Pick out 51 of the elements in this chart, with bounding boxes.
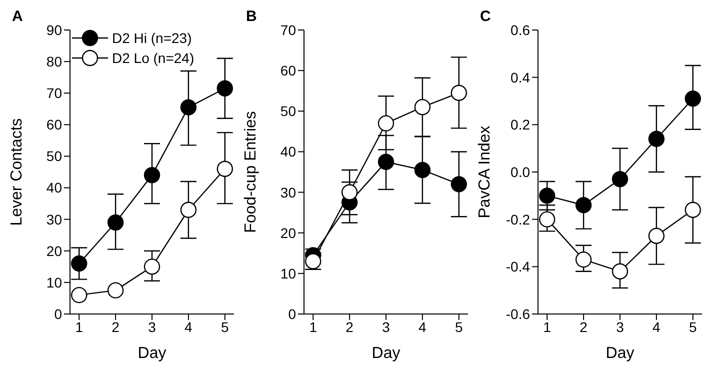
x-tick-label: 2 <box>112 318 120 335</box>
y-tick-label: 80 <box>46 54 62 70</box>
x-tick-label: 1 <box>75 318 84 335</box>
y-tick-label: 20 <box>46 242 62 259</box>
x-tick-label: 3 <box>616 318 624 335</box>
chart-title: B <box>246 8 257 25</box>
y-tick-label: -0.2 <box>506 211 530 228</box>
x-axis-title: Day <box>372 345 400 362</box>
y-tick-label: 0 <box>54 306 62 322</box>
chart-title: A <box>12 8 23 25</box>
x-tick-label: 1 <box>309 318 318 335</box>
y-tick-label: 70 <box>280 22 296 38</box>
y-tick-label: 50 <box>46 148 62 164</box>
y-axis-title: Lever Contacts <box>8 118 26 226</box>
y-tick-label: 0 <box>288 306 296 322</box>
y-tick-label: 40 <box>280 144 296 160</box>
x-tick-label: 5 <box>688 318 697 335</box>
y-tick-label: 0.4 <box>510 69 530 86</box>
x-tick-label: 2 <box>346 318 354 335</box>
y-tick-label: 40 <box>46 180 62 196</box>
x-axis-title: Day <box>606 345 634 362</box>
x-tick-label: 3 <box>382 318 390 335</box>
x-tick-label: 5 <box>220 318 229 335</box>
y-axis-title: Food-cup Entries <box>242 111 260 233</box>
x-tick-label: 2 <box>580 318 588 335</box>
y-tick-label: 0.6 <box>510 22 530 38</box>
y-axis-title: PavCA Index <box>476 126 494 218</box>
x-tick-label: 4 <box>184 318 193 335</box>
x-tick-label: 4 <box>652 318 661 335</box>
y-tick-label: 90 <box>46 22 62 38</box>
x-tick-label: 5 <box>454 318 463 335</box>
y-tick-label: 30 <box>46 211 62 228</box>
y-tick-label: 50 <box>280 103 296 120</box>
y-tick-label: -0.6 <box>506 306 530 322</box>
y-tick-label: 10 <box>46 274 62 290</box>
x-axis-title: Day <box>138 345 166 362</box>
y-tick-label: 70 <box>46 85 62 102</box>
y-tick-label: 20 <box>280 224 296 241</box>
y-tick-label: 60 <box>46 116 62 133</box>
x-tick-label: 4 <box>418 318 427 335</box>
x-tick-label: 3 <box>148 318 156 335</box>
y-tick-label: 30 <box>280 184 296 200</box>
y-tick-label: 0.0 <box>510 164 530 180</box>
y-tick-label: 10 <box>280 265 296 282</box>
y-tick-label: 60 <box>280 62 296 79</box>
chart-title: C <box>480 8 491 25</box>
y-tick-label: 0.2 <box>510 116 530 133</box>
y-tick-label: -0.4 <box>506 258 530 275</box>
x-tick-label: 1 <box>543 318 552 335</box>
legend-label: D2 Lo (n=24) <box>112 50 194 66</box>
legend-label: D2 Hi (n=23) <box>112 30 192 46</box>
